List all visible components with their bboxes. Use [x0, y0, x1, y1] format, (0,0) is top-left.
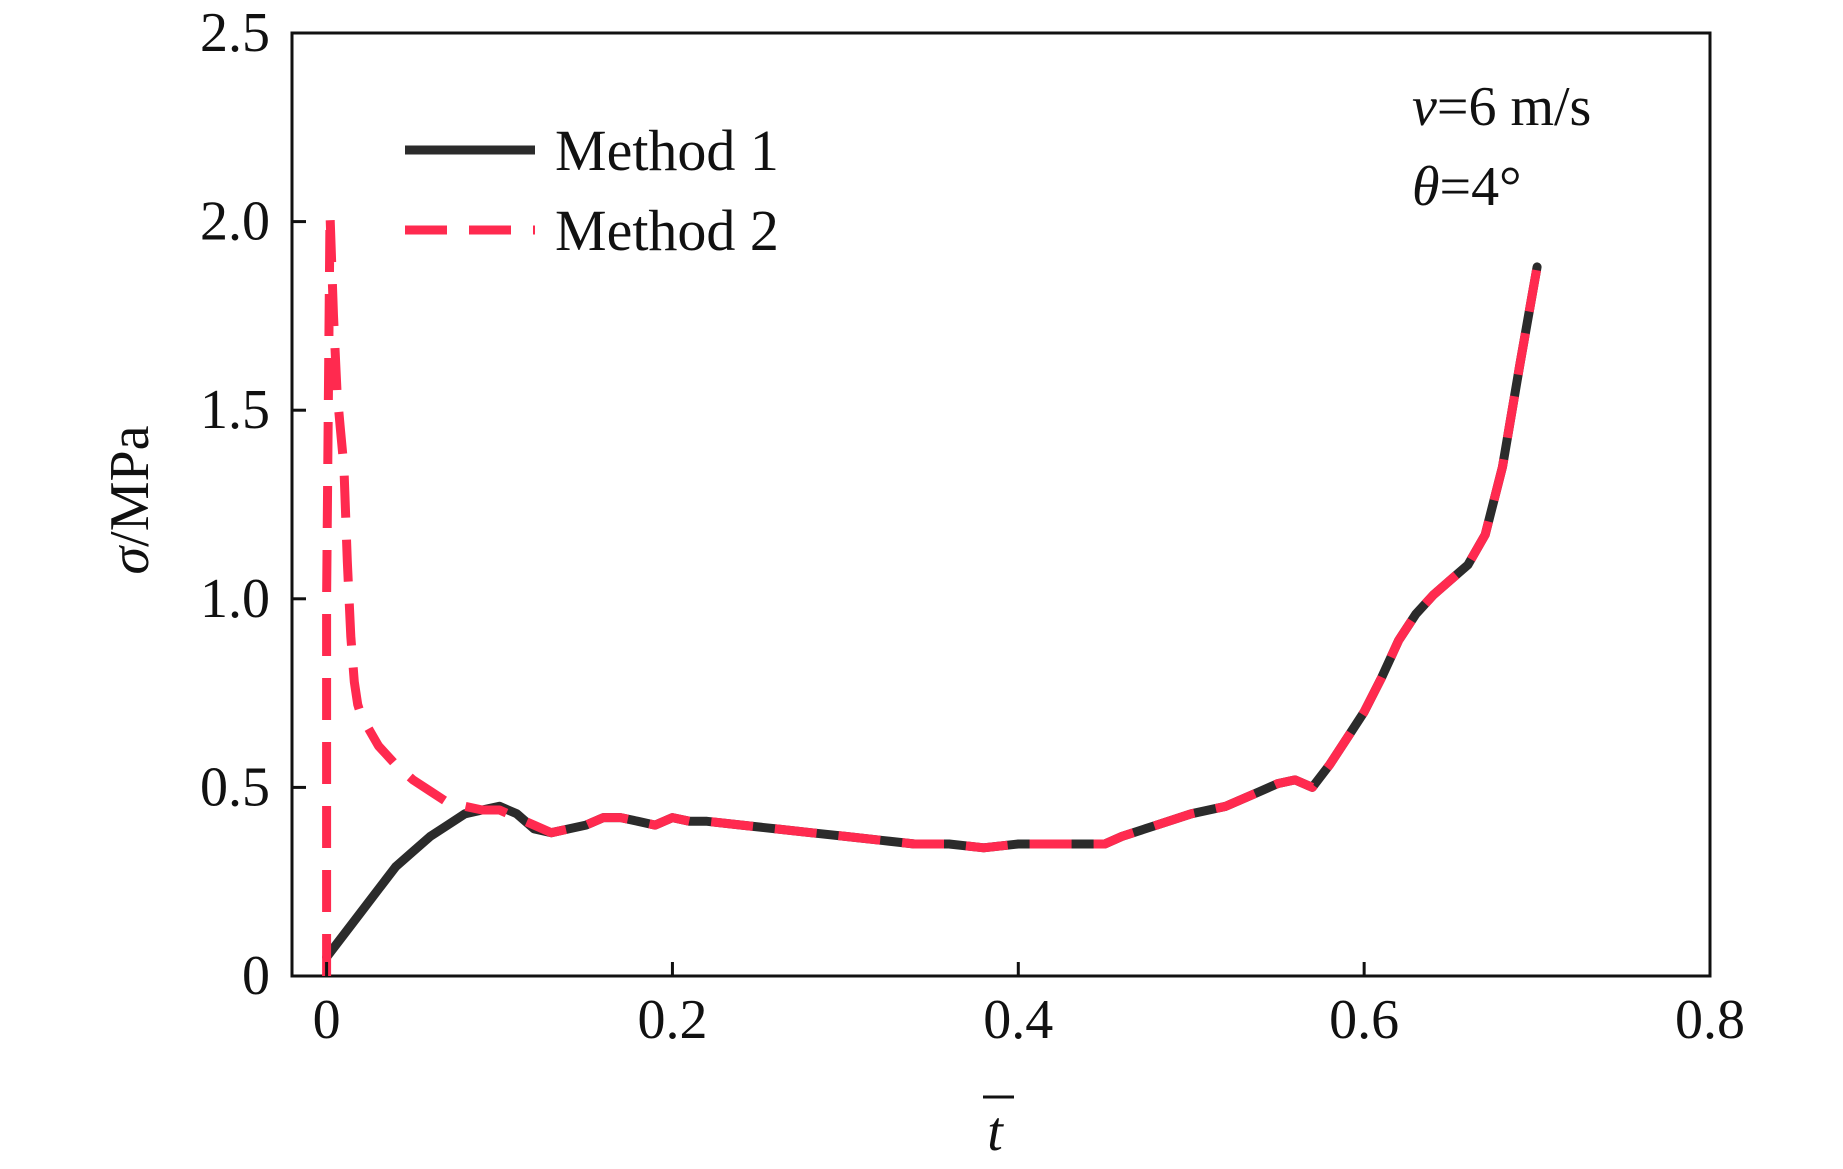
x-ticks: 0 0.2 0.4 0.6 0.8	[313, 962, 1745, 1051]
y-ticks: 0 0.5 1.0 1.5 2.0 2.5	[200, 2, 306, 1007]
x-axis-title: t	[983, 1095, 1014, 1163]
y-tick-label: 0.5	[200, 756, 270, 818]
y-axis-label-symbol: σ	[99, 544, 161, 574]
x-axis-label: t	[987, 1101, 1004, 1163]
series-line-method-1	[322, 262, 1542, 962]
x-tick-label: 0.8	[1675, 989, 1745, 1051]
series-layer	[322, 209, 1542, 976]
x-tick-label: 0	[313, 989, 341, 1051]
annotation-velocity-value: =6 m/s	[1437, 76, 1592, 138]
series-line-method-2	[322, 209, 1542, 976]
annotation: v=6 m/s θ=4°	[1412, 76, 1591, 218]
y-tick-label: 1.0	[200, 568, 270, 630]
x-tick-label: 0.2	[637, 989, 707, 1051]
y-axis-label-unit: /MPa	[99, 425, 161, 546]
plot-area: 0 0.2 0.4 0.6 0.8 0 0.5 1.0 1.5 2.0 2.5	[200, 2, 1745, 1051]
plot-frame	[290, 31, 1712, 978]
x-tick-label: 0.6	[1329, 989, 1399, 1051]
y-axis-label: σ/MPa	[99, 425, 161, 574]
legend: Method 1 Method 2	[405, 118, 779, 263]
legend-label-method-2: Method 2	[555, 198, 779, 263]
y-tick-label: 1.5	[200, 379, 270, 441]
y-tick-label: 0	[242, 945, 270, 1007]
y-tick-label: 2.5	[200, 2, 270, 64]
legend-label-method-1: Method 1	[555, 118, 779, 183]
annotation-velocity: v=6 m/s	[1412, 76, 1591, 138]
annotation-angle: θ=4°	[1412, 156, 1522, 218]
y-axis-title: σ/MPa	[99, 425, 161, 574]
x-tick-label: 0.4	[983, 989, 1053, 1051]
annotation-angle-value: =4°	[1440, 156, 1522, 218]
annotation-angle-symbol: θ	[1412, 156, 1440, 218]
y-tick-label: 2.0	[200, 191, 270, 253]
annotation-velocity-symbol: v	[1412, 76, 1437, 138]
